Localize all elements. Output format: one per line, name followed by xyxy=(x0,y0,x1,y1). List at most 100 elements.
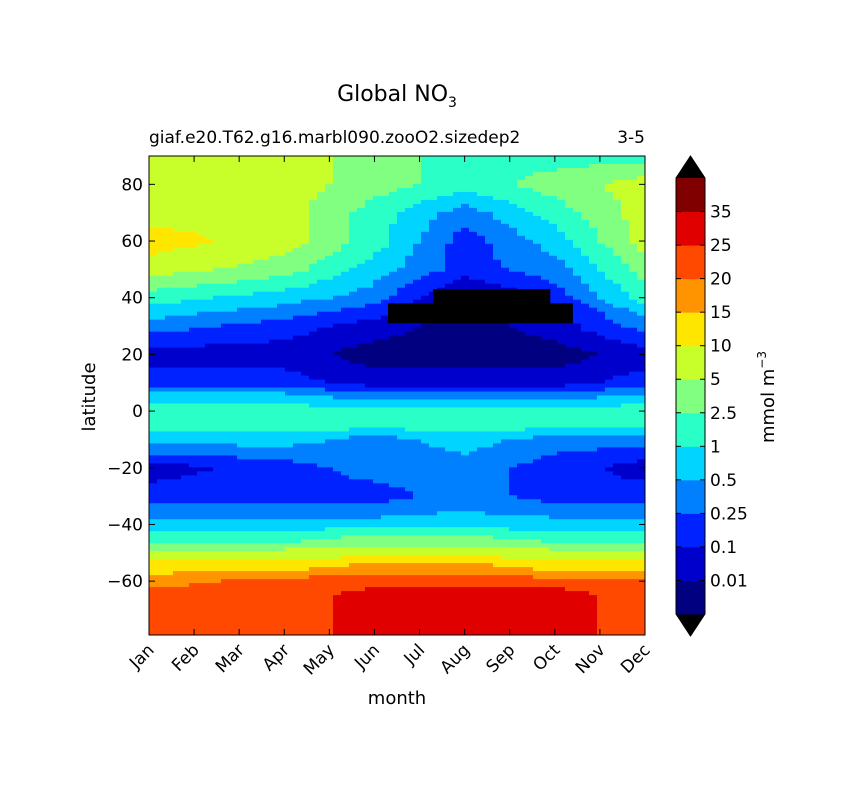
field-cell xyxy=(269,179,278,185)
field-cell xyxy=(589,156,598,161)
field-cell xyxy=(189,327,198,333)
field-cell xyxy=(349,255,358,261)
field-cell xyxy=(613,355,622,361)
field-cell xyxy=(461,439,470,444)
field-cell xyxy=(437,199,446,205)
field-cell xyxy=(181,223,190,229)
field-cell xyxy=(205,267,214,273)
field-cell xyxy=(157,403,166,409)
field-cell xyxy=(253,267,262,273)
field-cell xyxy=(629,167,638,173)
field-cell xyxy=(597,339,606,345)
field-cell xyxy=(237,279,246,285)
field-cell xyxy=(549,199,558,205)
field-cell xyxy=(325,375,334,381)
field-cell xyxy=(277,243,286,249)
field-cell xyxy=(549,187,558,193)
field-cell xyxy=(413,399,422,405)
field-cell xyxy=(237,287,246,293)
field-cell xyxy=(349,271,358,277)
field-cell xyxy=(165,167,174,173)
field-cell xyxy=(605,427,614,433)
field-cell xyxy=(637,331,645,337)
field-cell xyxy=(221,215,230,221)
field-cell xyxy=(405,259,414,265)
field-cell xyxy=(573,156,582,161)
field-cell xyxy=(421,259,430,265)
field-cell xyxy=(325,323,334,329)
field-cell xyxy=(365,251,374,257)
field-cell xyxy=(541,271,550,277)
field-cell xyxy=(293,431,302,437)
field-cell xyxy=(205,347,214,353)
field-cell xyxy=(245,359,254,365)
field-cell xyxy=(293,156,302,161)
field-cell xyxy=(349,235,358,241)
field-cell xyxy=(173,243,182,249)
field-cell xyxy=(597,275,606,281)
field-cell xyxy=(565,299,574,305)
field-cell xyxy=(373,267,382,273)
field-cell xyxy=(149,187,158,193)
field-cell xyxy=(493,243,502,249)
field-cell xyxy=(389,299,398,305)
field-cell xyxy=(397,323,406,329)
field-cell xyxy=(325,343,334,349)
field-cell xyxy=(413,179,422,185)
field-cell xyxy=(189,319,198,325)
field-cell xyxy=(285,343,294,349)
field-cell xyxy=(581,411,590,417)
field-cell xyxy=(557,291,566,297)
field-cell xyxy=(445,375,454,381)
field-cell xyxy=(429,403,438,409)
field-cell xyxy=(469,419,478,425)
field-cell xyxy=(197,347,206,353)
field-cell xyxy=(285,215,294,221)
field-cell xyxy=(469,379,478,385)
field-cell xyxy=(605,235,614,241)
field-cell xyxy=(365,183,374,189)
field-cell xyxy=(277,387,286,393)
field-cell xyxy=(493,275,502,281)
field-cell xyxy=(445,339,454,345)
field-cell xyxy=(429,451,438,456)
field-cell xyxy=(397,403,406,409)
field-cell xyxy=(365,175,374,181)
field-cell xyxy=(509,407,518,413)
field-cell xyxy=(261,275,270,281)
field-cell xyxy=(421,187,430,193)
field-cell xyxy=(421,455,430,460)
field-cell xyxy=(629,455,638,460)
field-cell xyxy=(285,347,294,353)
field-cell xyxy=(509,415,518,421)
field-cell xyxy=(461,387,470,393)
field-cell xyxy=(325,263,334,269)
field-cell xyxy=(189,183,198,189)
field-cell xyxy=(357,171,366,177)
field-cell xyxy=(565,375,574,381)
field-cell xyxy=(245,295,254,301)
field-cell xyxy=(325,259,334,265)
field-cell xyxy=(637,187,645,193)
field-cell xyxy=(285,391,294,397)
field-cell xyxy=(389,447,398,452)
field-cell xyxy=(469,375,478,381)
field-cell xyxy=(421,403,430,409)
field-cell xyxy=(621,331,630,337)
field-cell xyxy=(325,235,334,241)
field-cell xyxy=(253,327,262,333)
field-cell xyxy=(157,463,166,468)
field-cell xyxy=(501,419,510,425)
field-cell xyxy=(165,211,174,217)
field-cell xyxy=(213,439,222,444)
field-cell xyxy=(333,451,342,456)
field-cell xyxy=(557,171,566,177)
field-cell xyxy=(485,167,494,173)
field-cell xyxy=(525,455,534,460)
field-cell xyxy=(485,375,494,381)
field-cell xyxy=(293,207,302,213)
field-cell xyxy=(245,355,254,361)
field-cell xyxy=(509,395,518,401)
field-cell xyxy=(149,183,158,189)
field-cell xyxy=(525,199,534,205)
